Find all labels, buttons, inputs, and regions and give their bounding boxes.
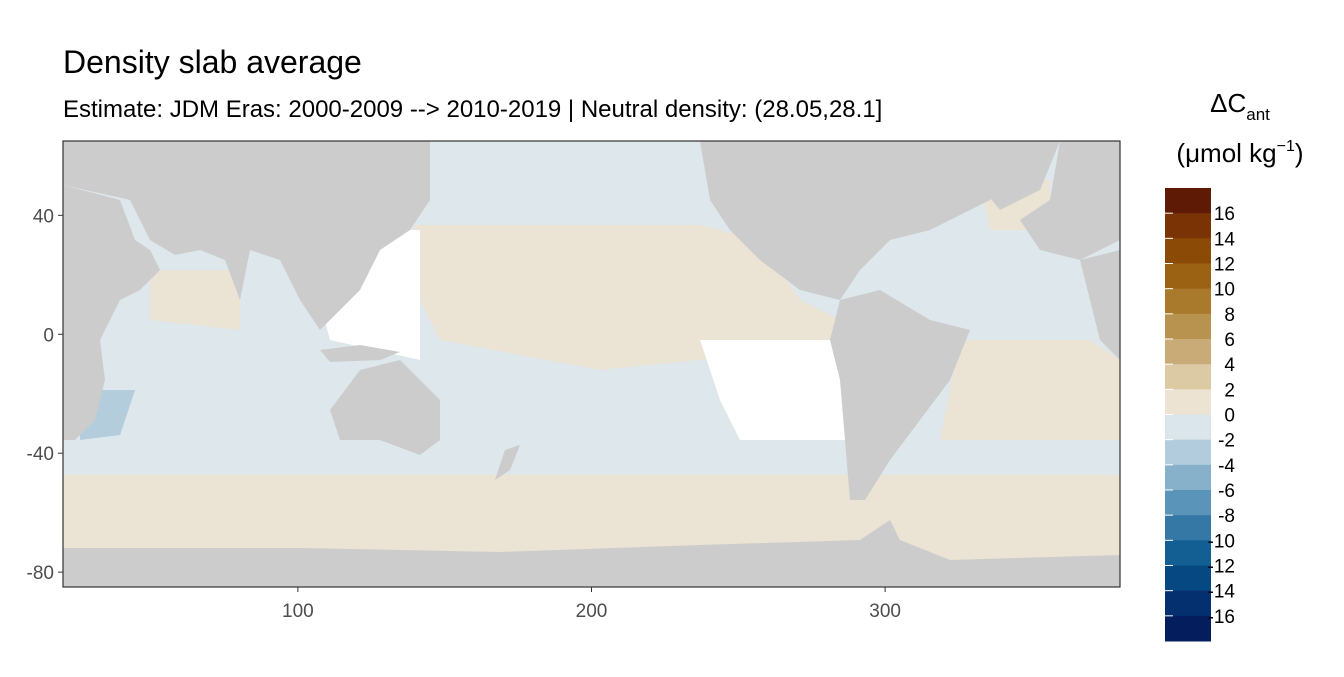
y-tick-label: -40 [27,444,54,465]
land [320,345,400,362]
x-tick-label: 300 [869,601,901,622]
legend-key [1165,389,1211,415]
land [495,445,520,480]
legend-label: -14 [1208,582,1236,603]
legend-key [1165,339,1211,365]
legend-unit-sup: −1 [1277,138,1295,155]
land [63,141,160,440]
land [63,141,430,330]
y-tick-label: -80 [27,563,54,584]
land [830,290,970,500]
land [330,360,440,455]
legend-unit: (μmol kg−1) [1176,138,1303,168]
legend-label: -12 [1208,557,1235,578]
legend-key [1165,313,1211,340]
legend-label: -8 [1218,506,1235,527]
ocean-south-atlantic [940,340,1120,440]
legend-label: 4 [1224,355,1235,376]
ocean-arabian [150,270,240,330]
legend-label: -6 [1218,481,1235,502]
y-tick-label: 0 [43,325,54,346]
land [1020,141,1120,260]
land [1080,250,1120,360]
land [63,141,1120,587]
legend-label: 14 [1214,229,1236,250]
legend-title-main: ΔC [1210,88,1246,118]
legend-unit-main: (μmol kg [1176,138,1276,168]
legend-key [1165,414,1211,441]
legend-key [1165,213,1211,239]
chart-title: Density slab average [63,44,362,80]
land [63,520,1120,587]
legend-label: 0 [1224,406,1235,427]
y-tick-label: 40 [33,206,54,227]
chart-subtitle: Estimate: JDM Eras: 2000-2009 --> 2010-2… [63,96,882,123]
legend-label: -10 [1208,531,1235,552]
x-tick-label: 200 [576,601,608,622]
legend-label: 2 [1224,380,1235,401]
legend: 16 14 12 10 8 6 4 2 0 -2 -4 -6 -8 -10 -12 -14 -16 [1165,188,1235,642]
legend-label: 10 [1214,280,1235,301]
legend-title-sub: ant [1246,105,1270,124]
land [700,141,1000,300]
legend-key [1165,464,1211,491]
legend-label: -4 [1218,456,1235,477]
legend-key [1165,515,1211,541]
legend-key [1165,263,1211,290]
x-tick-label: 100 [282,601,314,622]
legend-key [1165,439,1211,466]
ocean-south [63,475,1120,560]
legend-key [1165,615,1211,642]
legend-label: 12 [1214,255,1235,276]
legend-key [1165,364,1211,390]
legend-label: -2 [1218,431,1235,452]
legend-key [1165,590,1211,617]
legend-key [1165,540,1211,566]
legend-key [1165,238,1211,264]
legend-key [1165,188,1211,214]
map [63,141,1120,587]
legend-key [1165,490,1211,516]
legend-key [1165,288,1211,315]
legend-label: 8 [1224,305,1235,326]
land [960,141,1060,210]
legend-key [1165,565,1211,592]
ocean-tropical-pacific [415,225,860,370]
legend-label: -16 [1208,607,1235,628]
legend-unit-close: ) [1295,138,1304,168]
legend-label: 16 [1214,204,1235,225]
legend-title: ΔCant [1210,88,1270,124]
legend-label: 6 [1224,330,1235,351]
no-data [700,340,860,440]
